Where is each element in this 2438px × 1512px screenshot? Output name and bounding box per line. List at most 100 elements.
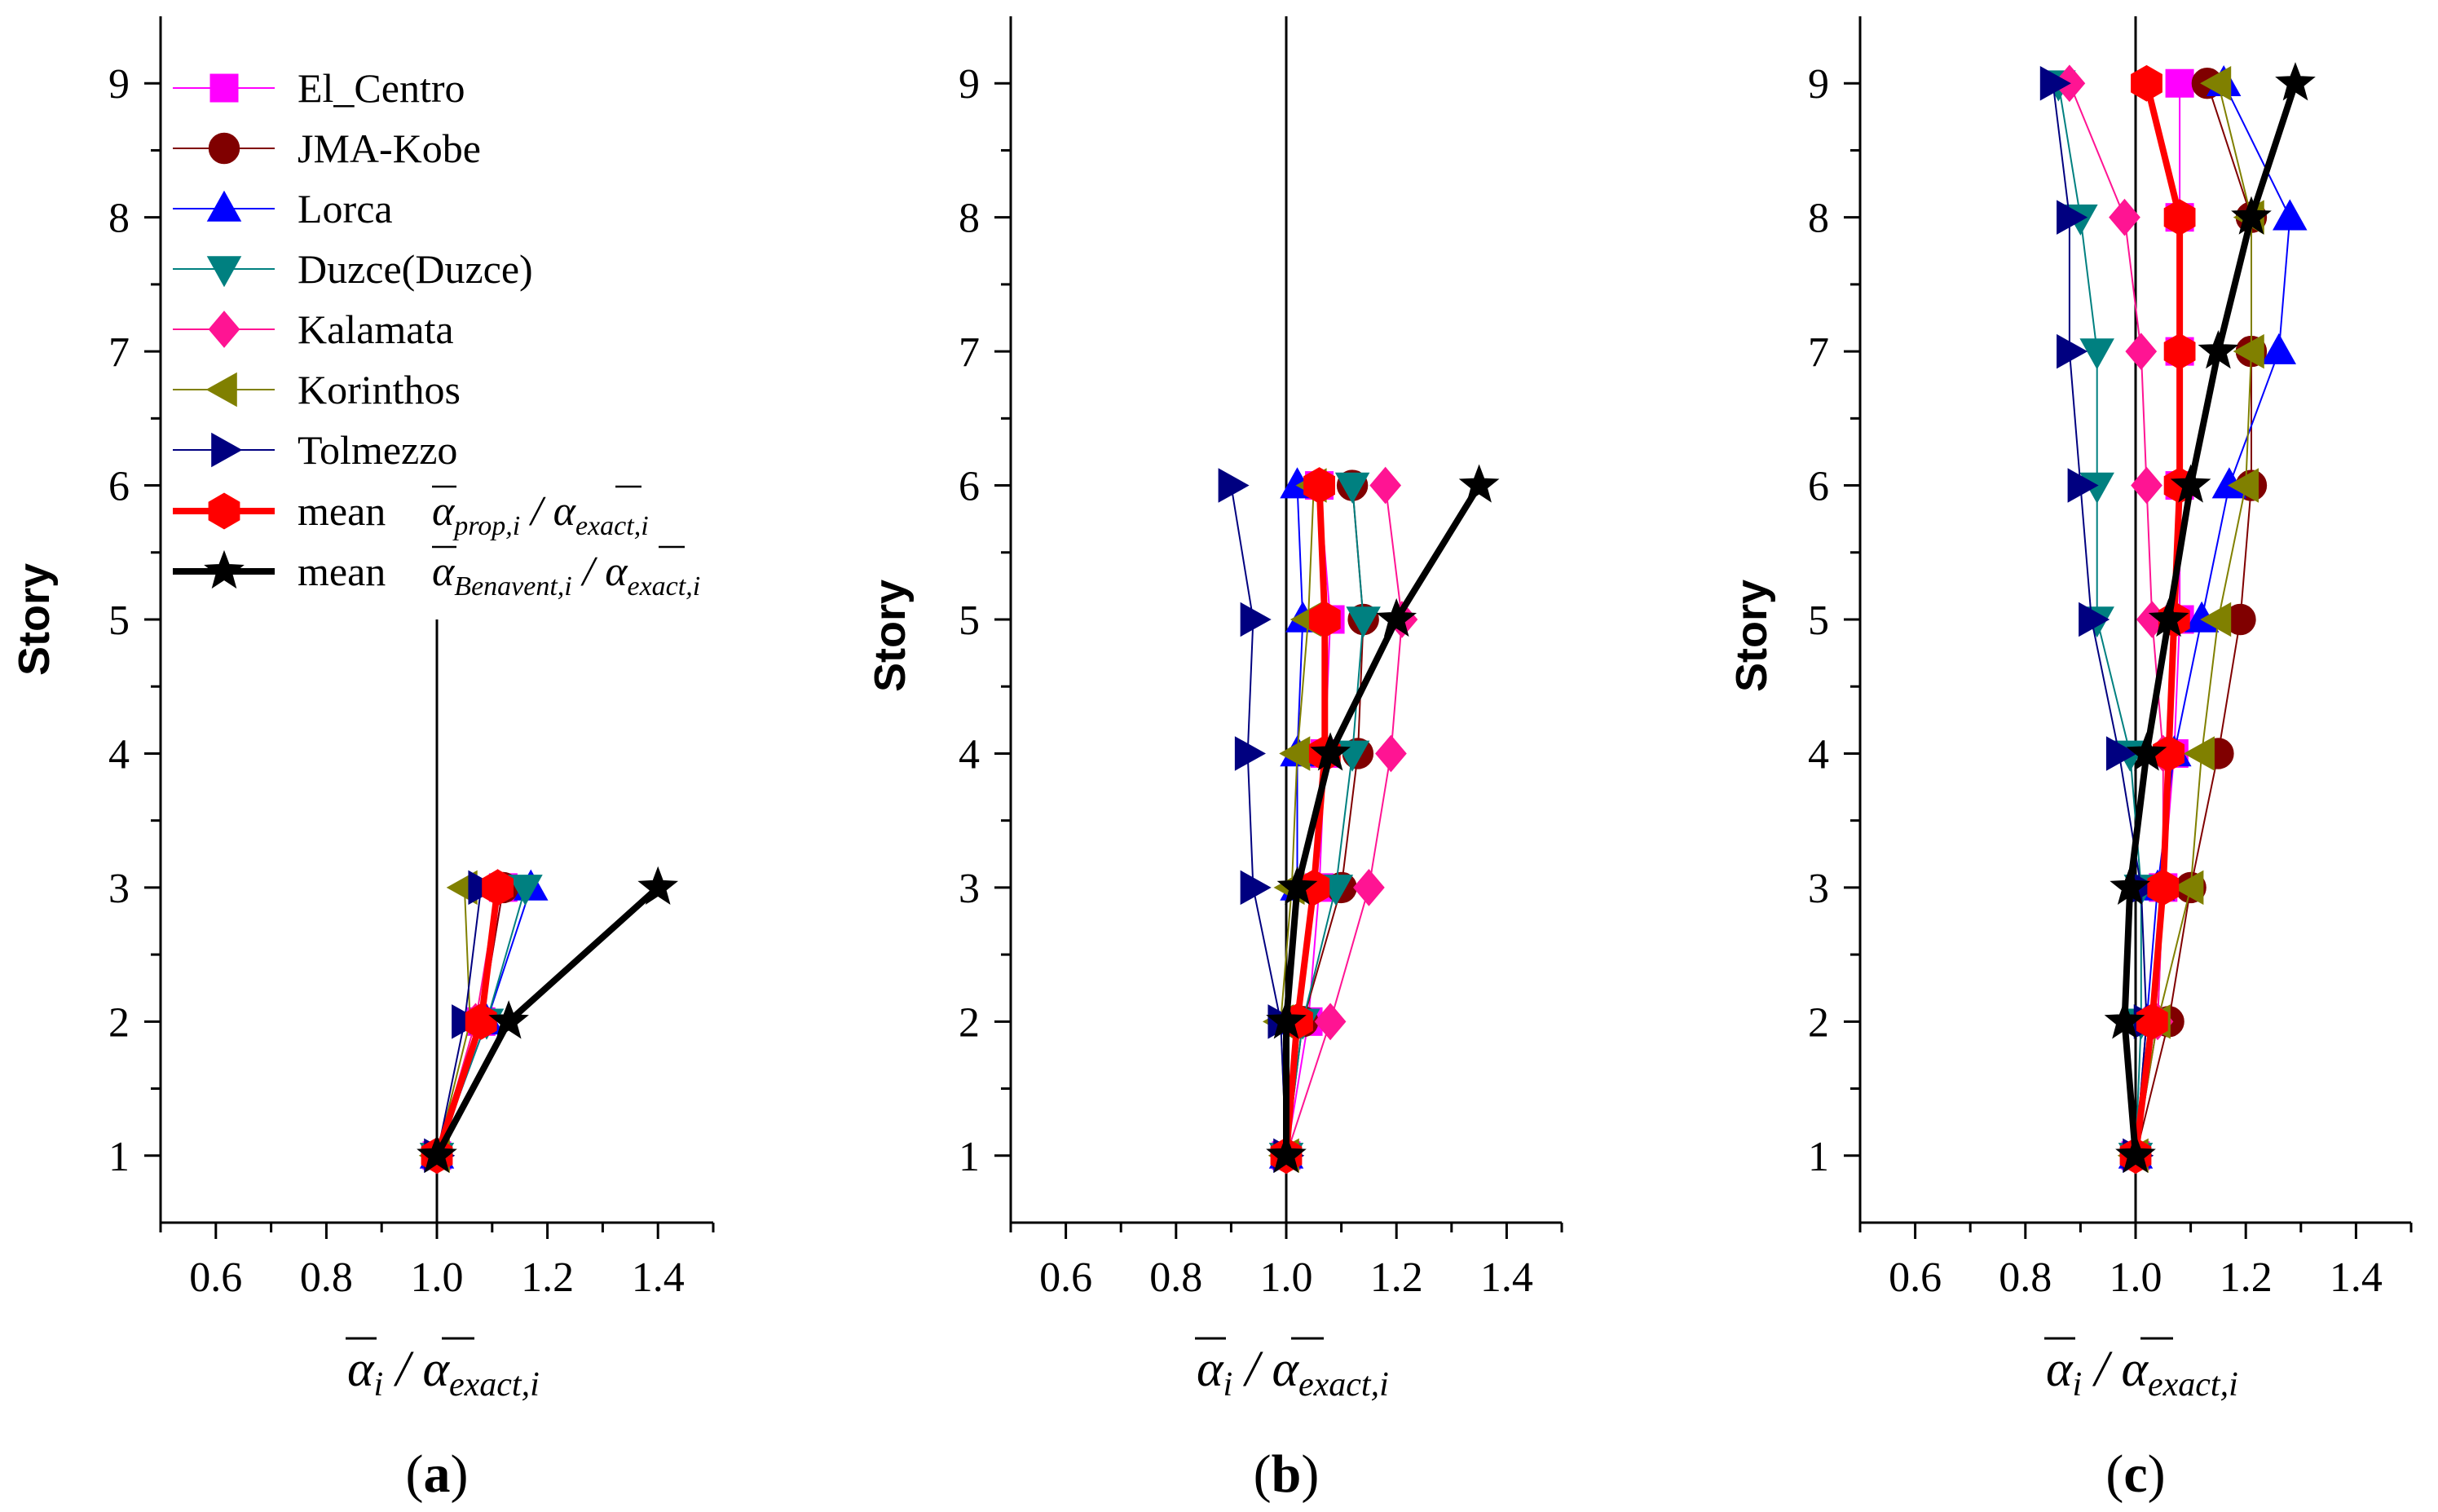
- y-tick-label: 8: [959, 196, 980, 242]
- panel-label: (c): [2105, 1444, 2165, 1504]
- data-point: [2147, 869, 2180, 906]
- y-tick-label: 9: [108, 61, 130, 108]
- y-tick-label: 4: [108, 731, 130, 778]
- panel-label: (b): [1254, 1444, 1320, 1504]
- legend-entry: Korinthos: [173, 367, 461, 412]
- data-point: [2198, 329, 2239, 369]
- y-tick-label: 8: [108, 196, 130, 242]
- data-point: [2153, 735, 2185, 772]
- legend-marker: [205, 372, 237, 408]
- y-tick-label: 4: [959, 731, 980, 778]
- legend-marker: [209, 73, 239, 103]
- legend-entry: mean αprop,i / αexact,i: [173, 485, 649, 541]
- y-tick-label: 3: [108, 866, 130, 912]
- data-point: [2172, 870, 2204, 906]
- y-tick-label: 1: [1808, 1134, 1829, 1180]
- y-tick-label: 1: [108, 1134, 130, 1180]
- data-point: [1310, 732, 1351, 771]
- legend-label: El_Centro: [298, 65, 465, 111]
- series-tolmezzo: [1218, 468, 1305, 1174]
- x-tick-label: 1.2: [521, 1254, 574, 1301]
- legend-label: Kalamata: [298, 306, 454, 352]
- data-point: [1376, 597, 1417, 637]
- x-tick-label: 0.8: [1999, 1254, 2052, 1301]
- legend-label: Lorca: [298, 186, 393, 231]
- y-tick-label: 6: [959, 464, 980, 510]
- data-point: [2165, 68, 2194, 98]
- legend-marker: [211, 432, 243, 468]
- data-point: [488, 1000, 529, 1039]
- panel-label: (a): [406, 1444, 469, 1504]
- data-point: [1458, 464, 1500, 503]
- data-point: [1218, 468, 1250, 503]
- legend-formula: αBenavent,i / αexact,i: [432, 549, 700, 602]
- data-point: [2125, 333, 2158, 370]
- data-point: [2039, 65, 2071, 101]
- series-mean-benavent: [1266, 464, 1500, 1173]
- series-line: [1283, 485, 1329, 1157]
- x-tick-label: 1.0: [2110, 1254, 2162, 1301]
- data-point: [2273, 199, 2308, 231]
- data-point: [2231, 196, 2272, 235]
- x-tick-label: 1.2: [1370, 1254, 1423, 1301]
- data-point: [1240, 602, 1272, 637]
- series-mean-benavent: [417, 866, 679, 1173]
- data-point: [2131, 466, 2162, 505]
- legend-entry: Kalamata: [173, 306, 454, 352]
- y-tick-label: 4: [1808, 731, 1829, 778]
- legend-entry: JMA-Kobe: [173, 126, 481, 171]
- data-point: [2261, 333, 2297, 364]
- x-tick-label: 0.6: [1889, 1254, 1942, 1301]
- y-tick-label: 7: [959, 329, 980, 376]
- y-tick-label: 7: [1808, 329, 1829, 376]
- y-tick-label: 5: [959, 597, 980, 644]
- x-tick-label: 1.0: [1260, 1254, 1313, 1301]
- data-point: [1375, 734, 1407, 773]
- data-point: [2126, 732, 2167, 771]
- data-point: [1266, 1134, 1307, 1173]
- legend-label: mean: [298, 488, 386, 534]
- legend-marker: [208, 492, 240, 530]
- series-mean-benavent: [2104, 62, 2316, 1173]
- legend-entry: Duzce(Duzce): [173, 246, 533, 292]
- x-tick-label: 0.8: [1149, 1254, 1202, 1301]
- y-tick-label: 5: [1808, 597, 1829, 644]
- series-line: [1285, 485, 1403, 1157]
- data-point: [2275, 62, 2316, 101]
- data-point: [1308, 601, 1341, 638]
- data-point: [2057, 200, 2088, 235]
- x-tick-label: 1.4: [632, 1254, 685, 1301]
- data-point: [1334, 472, 1370, 504]
- data-point: [2079, 338, 2114, 370]
- data-point: [508, 875, 543, 906]
- y-tick-label: 5: [108, 597, 130, 644]
- data-point: [637, 866, 679, 906]
- data-point: [2227, 468, 2259, 503]
- y-tick-label: 2: [959, 999, 980, 1046]
- legend-label: mean: [298, 549, 386, 594]
- data-point: [2115, 1134, 2156, 1173]
- y-tick-label: 6: [1808, 464, 1829, 510]
- legend-entry: El_Centro: [173, 65, 465, 111]
- series-mean-prop: [1270, 467, 1341, 1175]
- data-point: [1276, 866, 1318, 906]
- data-point: [2057, 333, 2088, 369]
- legend-entry: mean αBenavent,i / αexact,i: [173, 545, 700, 602]
- data-point: [2200, 65, 2232, 101]
- y-tick-label: 2: [1808, 999, 1829, 1046]
- x-axis-title: αi / αexact,i: [347, 1342, 540, 1404]
- y-tick-label: 9: [959, 61, 980, 108]
- y-tick-label: 9: [1808, 61, 1829, 108]
- data-point: [2233, 333, 2264, 369]
- y-tick-label: 7: [108, 329, 130, 376]
- data-point: [1314, 1003, 1347, 1041]
- x-axis-title: αi / αexact,i: [2046, 1342, 2238, 1404]
- data-point: [1369, 466, 1402, 505]
- data-point: [2131, 64, 2162, 102]
- legend-label: Tolmezzo: [298, 427, 457, 473]
- data-point: [1303, 467, 1335, 504]
- data-point: [2104, 1000, 2145, 1039]
- data-point: [2079, 602, 2110, 637]
- x-axis-title: αi / αexact,i: [1197, 1342, 1389, 1404]
